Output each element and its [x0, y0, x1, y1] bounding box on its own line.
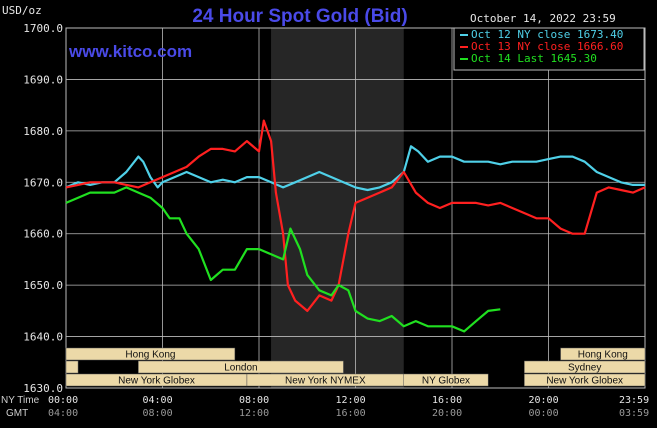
legend-box: [453, 27, 645, 71]
x-tick-label-ny: 23:59: [619, 395, 649, 406]
market-bar: NY Globex: [403, 373, 489, 387]
market-bar-rect: [65, 347, 236, 361]
chart-title: 24 Hour Spot Gold (Bid): [192, 6, 407, 27]
market-bar-label: NY Globex: [422, 376, 470, 387]
legend-entry: Oct 12 NY close 1673.40: [471, 28, 623, 41]
x-tick-label-gmt: 20:00: [432, 408, 462, 419]
x-tick-label-gmt: 12:00: [239, 408, 269, 419]
chart-date: October 14, 2022 23:59: [470, 12, 616, 25]
market-bar: Hong Kong: [65, 347, 236, 361]
x-tick-label-ny: 16:00: [432, 395, 462, 406]
market-bar: New York Globex: [524, 373, 646, 387]
market-bar-rect: [403, 373, 489, 387]
y-tick-label: 1670.0: [23, 176, 63, 189]
series-line: [65, 186, 501, 333]
ny-time-label: NY Time: [1, 395, 40, 406]
y-tick-label: 1650.0: [23, 279, 63, 292]
market-bar-rect: [138, 360, 344, 374]
x-tick-label-ny: 12:00: [336, 395, 366, 406]
y-tick-label: 1630.0: [23, 382, 63, 395]
x-tick-label-gmt: 03:59: [619, 408, 649, 419]
legend-entry: Oct 14 Last 1645.30: [471, 52, 597, 65]
market-bar-label: Sydney: [568, 363, 601, 374]
x-axis-labels: 00:00 04:00 04:00 08:00 08:00 12:00 12:00 16:00…: [48, 395, 649, 419]
series-line: [65, 145, 645, 192]
y-tick-label: 1640.0: [23, 331, 63, 344]
market-bar-label: New York Globex: [118, 376, 195, 387]
kitco-url: www.kitco.com: [68, 42, 192, 61]
market-session-bars: Hong Kong Hong Kong London Sydney New York G…: [65, 347, 646, 387]
market-bar: New York Globex: [65, 373, 248, 387]
market-bar-rect: [65, 360, 79, 374]
y-axis-labels: 1700.0 1690.0 1680.0 1670.0 1660.0 1650.0 1640…: [23, 22, 63, 395]
legend-entry: Oct 13 NY close 1666.60: [471, 40, 623, 53]
market-bar: London: [138, 360, 344, 374]
market-bar-label: New York Globex: [546, 376, 623, 387]
x-tick-label-gmt: 08:00: [143, 408, 173, 419]
market-bar: Hong Kong: [560, 347, 646, 361]
market-bar-rect: [524, 360, 646, 374]
market-bar-label: Hong Kong: [125, 350, 175, 361]
y-unit-label: USD/oz: [2, 4, 42, 17]
y-tick-label: 1680.0: [23, 125, 63, 138]
market-bar-label: Hong Kong: [578, 350, 628, 361]
market-bar-rect: [524, 373, 646, 387]
y-tick-label: 1690.0: [23, 73, 63, 86]
y-tick-label: 1700.0: [23, 22, 63, 35]
x-tick-label-ny: 00:00: [48, 395, 78, 406]
y-tick-label: 1660.0: [23, 228, 63, 241]
gmt-label: GMT: [6, 408, 28, 419]
x-tick-label-ny: 20:00: [529, 395, 559, 406]
x-tick-label-ny: 08:00: [239, 395, 269, 406]
market-bar-label: London: [224, 363, 257, 374]
market-bar: New York NYMEX: [246, 373, 404, 387]
shaded-session-region: [271, 28, 404, 388]
x-tick-label-gmt: 16:00: [336, 408, 366, 419]
x-tick-label-ny: 04:00: [143, 395, 173, 406]
plot-frame: [65, 27, 646, 389]
market-bar-rect: [560, 347, 646, 361]
x-tick-label-gmt: 04:00: [48, 408, 78, 419]
market-bar: [65, 360, 79, 374]
x-tick-label-gmt: 00:00: [529, 408, 559, 419]
market-bar-label: New York NYMEX: [285, 376, 366, 387]
market-bar: Sydney: [524, 360, 646, 374]
series-lines: [65, 119, 646, 333]
